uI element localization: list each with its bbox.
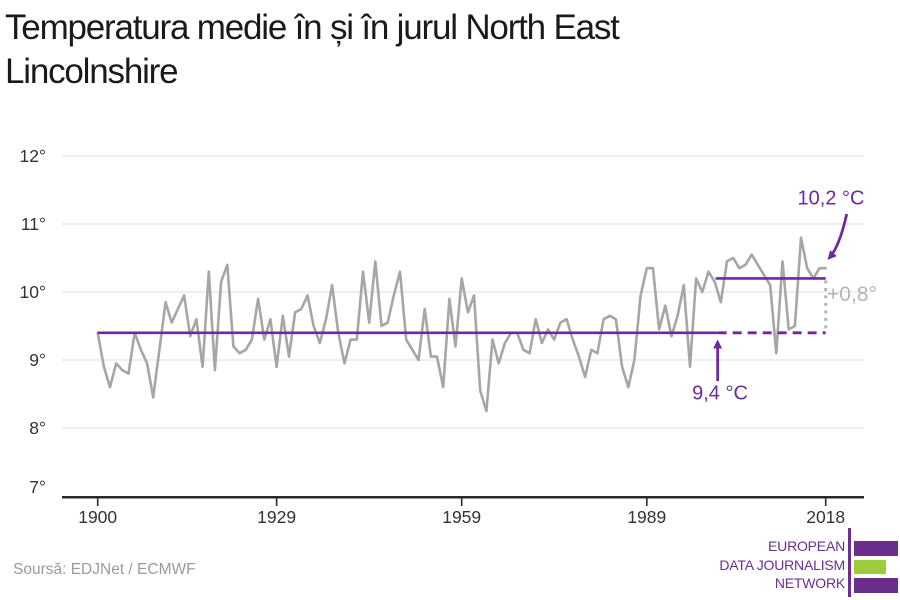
logo-bar-green [854, 559, 886, 574]
recent-average-label: 10,2 °C [797, 187, 865, 210]
y-tick-label: 8° [29, 418, 46, 438]
edjnet-logo: EUROPEAN DATA JOURNALISM NETWORK [690, 526, 900, 600]
logo-line-data-journalism: DATA JOURNALISM [719, 556, 845, 573]
logo-bar-purple-top [854, 540, 898, 556]
logo-line-european: EUROPEAN [768, 538, 845, 554]
x-tick-label: 2018 [806, 507, 845, 527]
y-tick-label: 11° [21, 214, 46, 234]
page-title: Temperatura medie în și în jurul North E… [5, 8, 620, 92]
past-average-label: 9,4 °C [692, 382, 748, 405]
x-tick-label: 1989 [627, 507, 666, 527]
edjnet-logo-text: EUROPEAN DATA JOURNALISM NETWORK [719, 537, 845, 593]
temperature-series-line [96, 236, 828, 413]
source-credit: Soursă: EDJNet / ECMWF [13, 561, 196, 578]
y-tick-label: 10° [20, 282, 46, 302]
y-tick-label: 9° [29, 350, 46, 370]
annotation-arrow-to-10-2 [827, 213, 849, 260]
x-tick-label: 1929 [257, 507, 296, 527]
y-tick-label: 7° [29, 477, 46, 497]
x-tick-label: 1900 [78, 507, 117, 527]
difference-label: +0,8° [827, 283, 877, 306]
logo-divider [848, 528, 851, 597]
y-tick-label: 12° [20, 146, 46, 166]
logo-bar-purple-bottom [854, 577, 898, 593]
x-tick-label: 1959 [442, 507, 481, 527]
logo-line-network: NETWORK [774, 575, 845, 592]
